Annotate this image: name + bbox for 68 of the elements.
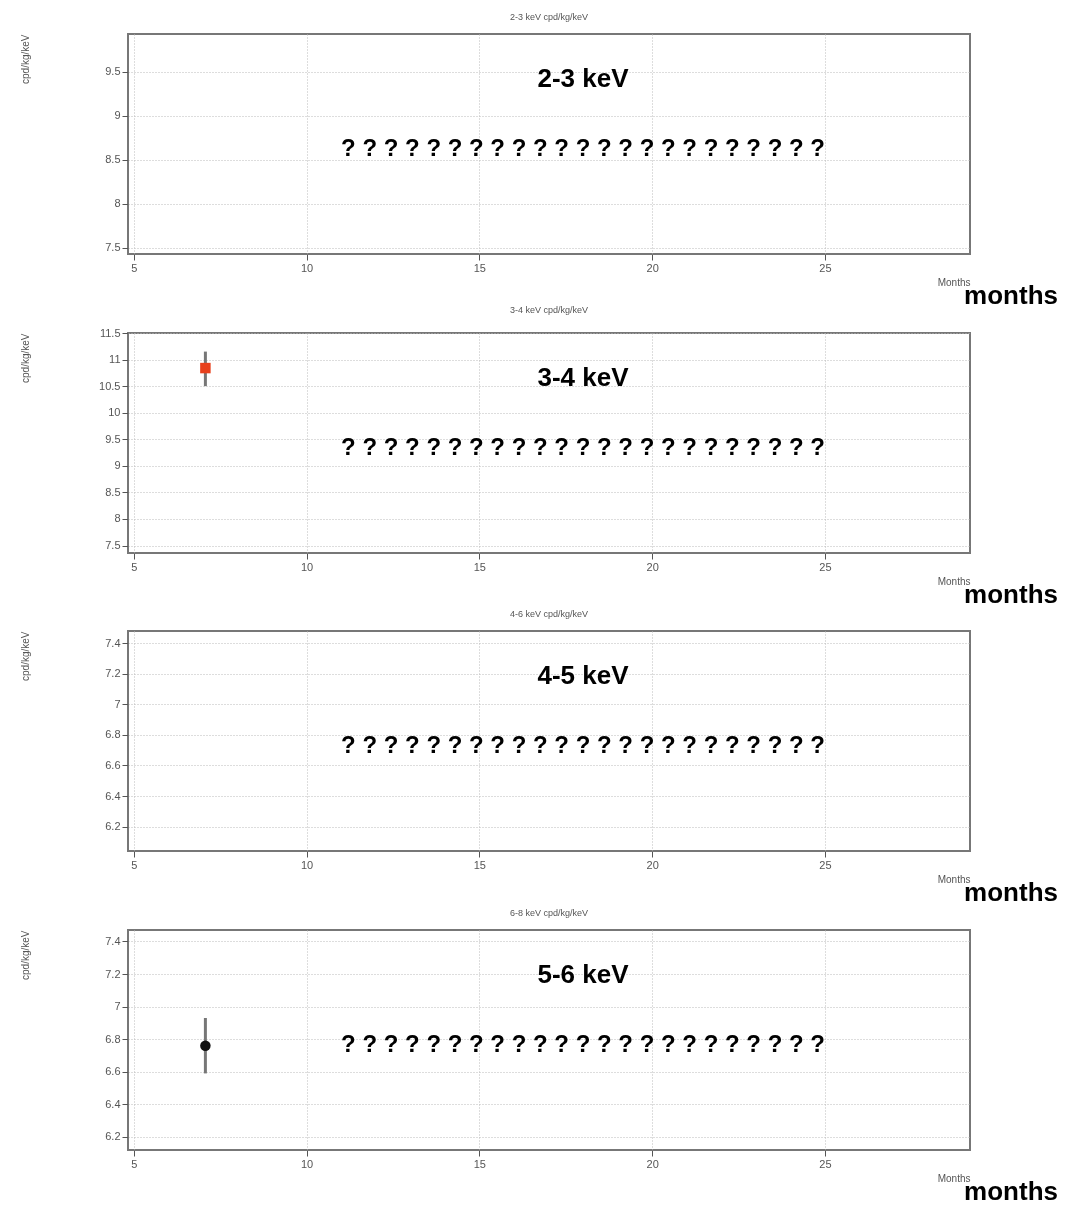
x-tick-label: 20 (646, 1157, 659, 1169)
x-tick-label: 25 (819, 560, 832, 572)
x-tick-label: 5 (131, 858, 138, 871)
x-tick-label: 25 (819, 858, 832, 871)
x-axis-title: Months (937, 276, 971, 288)
x-tick-label: 15 (473, 261, 487, 274)
y-tick-label: 6.2 (105, 1129, 121, 1142)
annotation: ? ? ? ? ? ? ? ? ? ? ? ? ? ? ? ? ? ? ? ? ? ? ? (341, 432, 825, 460)
y-tick-label: 11 (109, 352, 121, 365)
y-tick-label: 7.5 (105, 538, 121, 551)
y-tick-label: 7 (114, 697, 121, 710)
x-tick-label: 10 (301, 261, 314, 274)
y-tick-label: 10.5 (99, 379, 121, 392)
y-tick-label: 11.5 (99, 326, 121, 338)
y-tick-label: 6.2 (105, 820, 121, 833)
annotation: ? ? ? ? ? ? ? ? ? ? ? ? ? ? ? ? ? ? ? ? ? ? ? (341, 134, 825, 161)
y-tick-label: 7.4 (105, 934, 121, 947)
y-tick-label: 6.6 (105, 1064, 121, 1077)
y-axis-title: cpd/kg/keV (19, 332, 31, 383)
x-tick-label: 15 (473, 560, 487, 572)
annotation: 4-5 keV (537, 660, 630, 690)
x-tick-label: 20 (646, 858, 659, 871)
y-tick-label: 7 (114, 999, 121, 1012)
y-tick-label: 6.4 (105, 789, 121, 802)
annotation: 5-6 keV (537, 958, 630, 989)
annotation: 3-4 keV (537, 361, 630, 392)
y-axis-title: cpd/kg/keV (19, 631, 31, 681)
annotation: 2-3 keV (537, 63, 630, 93)
y-tick-label: 6.6 (105, 758, 121, 771)
x-axis-title: Months (937, 873, 971, 885)
x-tick-label: 5 (131, 1157, 138, 1169)
y-tick-label: 9 (114, 458, 121, 471)
y-tick-label: 8.5 (105, 485, 121, 498)
y-tick-label: 8.5 (105, 153, 121, 166)
y-tick-label: 7.5 (105, 241, 121, 254)
y-tick-label: 6.8 (105, 1032, 121, 1045)
chart-title: 3-4 keV cpd/kg/keV (509, 304, 589, 315)
x-axis-title: Months (937, 575, 971, 586)
y-tick-label: 6.8 (105, 728, 121, 741)
chart-title: 2-3 keV cpd/kg/keV (509, 12, 589, 22)
x-tick-label: 5 (131, 261, 138, 274)
y-tick-label: 7.4 (105, 636, 121, 649)
x-tick-label: 15 (473, 1157, 487, 1169)
x-tick-label: 20 (646, 560, 659, 572)
x-tick-label: 10 (301, 858, 314, 871)
x-tick-label: 25 (819, 1157, 832, 1169)
annotation: ? ? ? ? ? ? ? ? ? ? ? ? ? ? ? ? ? ? ? ? ? ? ? (341, 731, 825, 758)
y-tick-label: 8 (114, 511, 121, 524)
y-tick-label: 7.2 (105, 967, 121, 979)
x-tick-label: 15 (473, 858, 487, 871)
x-tick-label: 5 (131, 560, 138, 572)
y-tick-label: 8 (114, 197, 121, 210)
x-tick-label: 10 (301, 1157, 314, 1169)
y-tick-label: 9 (114, 109, 121, 122)
y-axis-title: cpd/kg/keV (19, 34, 31, 84)
chart-title: 6-8 keV cpd/kg/keV (509, 907, 589, 918)
x-tick-label: 20 (646, 261, 659, 274)
y-tick-label: 7.2 (105, 667, 121, 680)
y-tick-label: 10 (108, 405, 121, 418)
y-tick-label: 9.5 (105, 432, 121, 445)
y-tick-label: 9.5 (105, 65, 121, 78)
y-tick-label: 6.4 (105, 1097, 121, 1110)
x-tick-label: 25 (819, 261, 832, 274)
x-axis-title: Months (937, 1172, 971, 1183)
annotation: ? ? ? ? ? ? ? ? ? ? ? ? ? ? ? ? ? ? ? ? ? ? ? (341, 1029, 825, 1057)
x-tick-label: 10 (301, 560, 314, 572)
chart-title: 4-6 keV cpd/kg/keV (509, 609, 589, 619)
y-axis-title: cpd/kg/keV (19, 929, 31, 980)
